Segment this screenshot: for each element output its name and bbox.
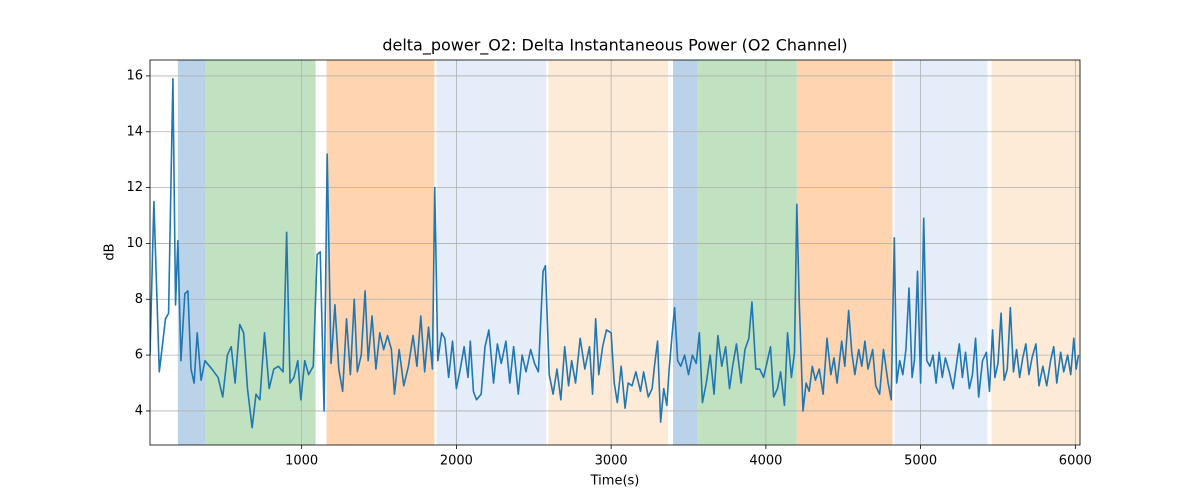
x-tick-label: 3000 — [595, 454, 628, 469]
shaded-span — [894, 60, 988, 445]
x-tick-label: 1000 — [285, 454, 318, 469]
shaded-span — [697, 60, 797, 445]
shaded-span — [673, 60, 698, 445]
y-tick-label: 8 — [135, 292, 143, 307]
x-axis-label: Time(s) — [590, 474, 640, 489]
shaded-span — [991, 60, 1080, 445]
y-tick-label: 10 — [126, 236, 143, 251]
y-axis-label: dB — [103, 243, 118, 260]
x-tick-label: 5000 — [904, 454, 937, 469]
y-tick-label: 6 — [135, 348, 143, 363]
shaded-span — [177, 60, 206, 445]
y-tick-label: 4 — [135, 403, 143, 418]
shaded-span — [796, 60, 893, 445]
x-tick-label: 2000 — [440, 454, 473, 469]
plot — [150, 77, 1080, 429]
y-tick-label: 14 — [126, 124, 143, 139]
y-tick-label: 16 — [126, 68, 143, 83]
x-tick-label: 6000 — [1059, 454, 1092, 469]
x-tick-label: 4000 — [749, 454, 782, 469]
axes-frame — [149, 59, 1081, 446]
data-line — [150, 77, 1080, 429]
chart-title: delta_power_O2: Delta Instantaneous Powe… — [382, 36, 847, 56]
shaded-span — [548, 60, 669, 445]
y-tick-label: 12 — [126, 180, 143, 195]
shaded-span — [326, 60, 435, 445]
spans — [177, 60, 1080, 445]
shaded-span — [436, 60, 547, 445]
